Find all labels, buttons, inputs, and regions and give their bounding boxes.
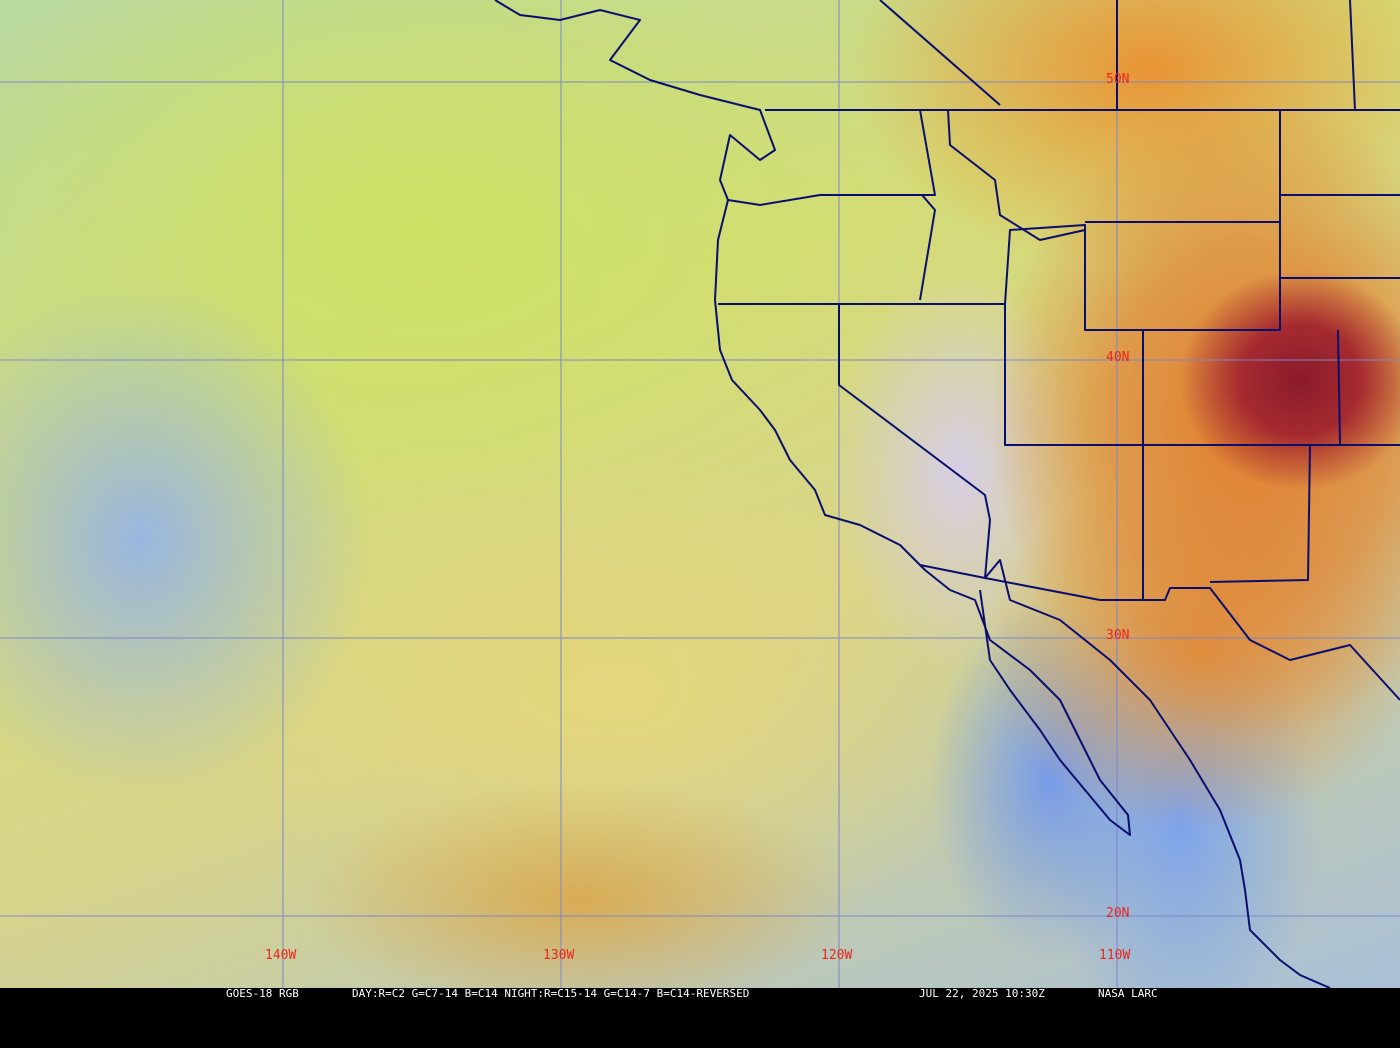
coastline-mexico-mainland [984, 559, 1331, 988]
caption-bar: GOES-18 RGB DAY:R=C2 G=C7-14 B=C14 NIGHT… [0, 988, 1400, 1000]
lat-label-40n: 40N [1106, 350, 1130, 365]
caption-recipe: DAY:R=C2 G=C7-14 B=C14 NIGHT:R=C15-14 G=… [352, 987, 750, 1000]
border-canada-provinces [879, 0, 1356, 111]
caption-timestamp: JUL 22, 2025 10:30Z [919, 987, 1045, 1000]
lon-label-110w: 110W [1099, 948, 1131, 963]
coastline-north-america [494, 0, 1131, 836]
satellite-image [0, 0, 1400, 988]
lon-label-130w: 130W [543, 948, 575, 963]
state-borders [718, 109, 1400, 701]
lat-label-30n: 30N [1106, 628, 1130, 643]
lon-label-120w: 120W [821, 948, 853, 963]
caption-satellite: GOES-18 RGB [226, 987, 299, 1000]
lat-lon-grid [0, 0, 1400, 988]
caption-credit: NASA LARC [1098, 987, 1158, 1000]
map-overlay [0, 0, 1400, 988]
lat-label-20n: 20N [1106, 906, 1130, 921]
lat-label-50n: 50N [1106, 72, 1130, 87]
lon-label-140w: 140W [265, 948, 297, 963]
